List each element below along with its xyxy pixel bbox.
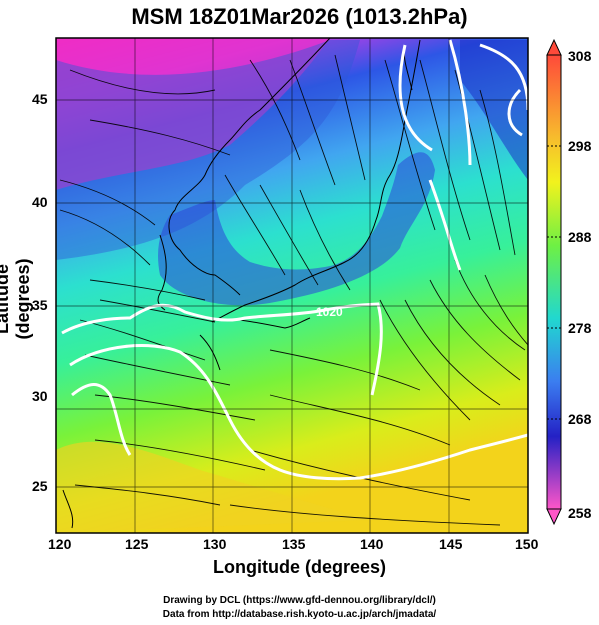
- x-tick-145: 145: [439, 536, 463, 552]
- credit-data: Data from http://database.rish.kyoto-u.a…: [162, 609, 437, 620]
- colorbar-tick-258: 258: [568, 505, 592, 521]
- x-tick-125: 125: [125, 536, 149, 552]
- colorbar: [546, 38, 562, 526]
- northeast-cold-fill: [460, 40, 528, 180]
- x-tick-120: 120: [48, 536, 72, 552]
- y-tick-45: 45: [32, 91, 48, 107]
- y-tick-40: 40: [32, 194, 48, 210]
- colorbar-tick-308: 308: [568, 48, 592, 64]
- x-axis-label: Longitude (degrees): [212, 557, 386, 577]
- grid-lines: [56, 38, 528, 533]
- colorbar-tick-278: 278: [568, 320, 592, 336]
- x-tick-150: 150: [515, 536, 539, 552]
- streamlines: [59, 54, 528, 526]
- x-tick-140: 140: [360, 536, 384, 552]
- x-tick-130: 130: [203, 536, 227, 552]
- y-tick-30: 30: [32, 388, 48, 404]
- colorbar-tick-288: 288: [568, 229, 592, 245]
- cool-region-fill: [56, 40, 360, 260]
- x-tick-135: 135: [282, 536, 306, 552]
- map-title: MSM 18Z01Mar2026 (1013.2hPa): [131, 4, 468, 29]
- y-tick-35: 35: [32, 297, 48, 313]
- colorbar-tick-268: 268: [568, 411, 592, 427]
- cold-region-fill: [56, 38, 330, 190]
- y-tick-25: 25: [32, 478, 48, 494]
- contour-label: 1020: [316, 305, 343, 319]
- credit-drawing: Drawing by DCL (https://www.gfd-dennou.o…: [163, 595, 436, 606]
- map-frame: [55, 37, 529, 534]
- y-axis-label: Latitude (degrees): [0, 258, 33, 340]
- pressure-contours: [61, 39, 528, 481]
- japan-cold-fill: [158, 152, 435, 306]
- colorbar-tick-298: 298: [568, 138, 592, 154]
